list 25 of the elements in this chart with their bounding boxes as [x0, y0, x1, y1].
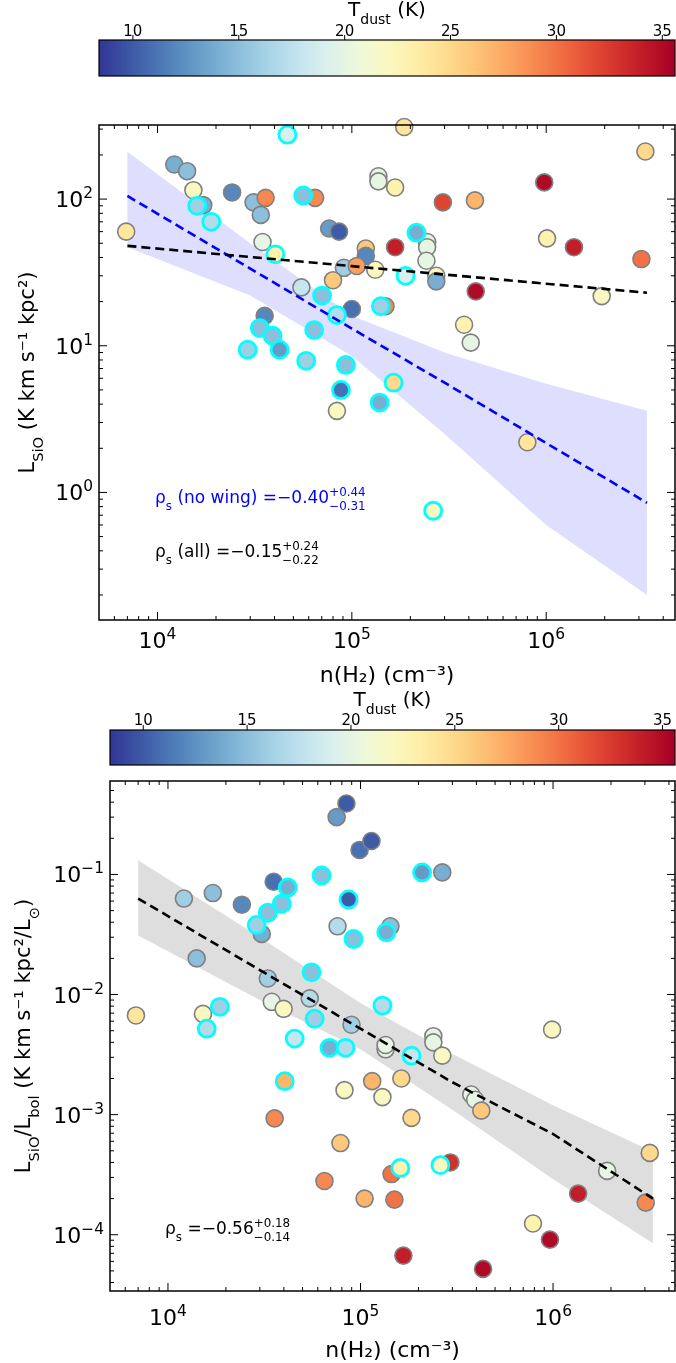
x-tick-label: 10$^{6}$ — [534, 1302, 572, 1330]
x-tick-label: 10$^{4}$ — [138, 625, 177, 653]
color-bar-label: 35 — [652, 711, 673, 729]
x-axis-title: n(H₂) (cm⁻³) — [319, 662, 455, 687]
x-tick-label: 10$^{5}$ — [341, 1302, 380, 1330]
y-tick-label: 10$^{−1}$ — [53, 859, 104, 888]
y-tick-label: 10$^{−4}$ — [53, 1219, 104, 1248]
color-bar-label: 10 — [133, 711, 153, 729]
color-bar-label: 10 — [123, 22, 143, 40]
x-axis-title: n(H₂) (cm⁻³) — [325, 1337, 460, 1362]
y-tick-label: 10$^{0}$ — [55, 477, 93, 506]
x-tick-label: 10$^{4}$ — [149, 1302, 187, 1330]
color-bar-label: 25 — [440, 22, 461, 40]
y-tick-label: 10$^{−2}$ — [53, 979, 104, 1008]
y-tick-label: 10$^{2}$ — [55, 184, 93, 213]
color-bar-label: 15 — [229, 22, 249, 40]
color-bar-label: 15 — [237, 711, 257, 729]
y-tick-label: 10$^{−3}$ — [53, 1099, 104, 1128]
color-bar-label: 30 — [549, 711, 569, 729]
x-tick-label: 10$^{6}$ — [527, 625, 566, 653]
x-tick-label: 10$^{5}$ — [332, 625, 371, 653]
color-bar-label: 35 — [652, 22, 672, 40]
color-bar-label: 25 — [445, 711, 465, 729]
color-bar-label: 30 — [546, 22, 566, 40]
y-tick-label: 10$^{1}$ — [55, 330, 93, 359]
